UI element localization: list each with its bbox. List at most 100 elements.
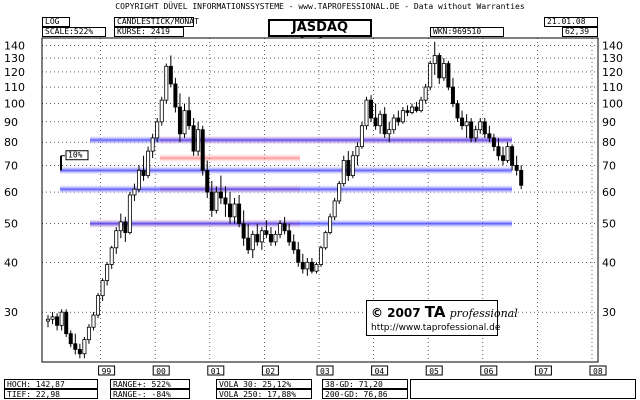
- candle-up: [182, 110, 187, 135]
- candle-down: [496, 146, 501, 157]
- y-tick-label-right: 70: [602, 159, 616, 172]
- x-tick-box: [480, 365, 498, 376]
- candle-up: [364, 99, 369, 127]
- stamp-brand-suffix: professional: [449, 307, 518, 320]
- x-tick-box: [589, 365, 607, 376]
- y-tick-label-left: 60: [4, 186, 18, 199]
- candle-down: [246, 237, 251, 251]
- support-band: [60, 165, 512, 176]
- candle-down: [264, 230, 269, 235]
- pct-marker-label: 10%: [68, 151, 83, 160]
- candle-up: [59, 311, 64, 326]
- candle-up: [505, 146, 510, 161]
- candle-down: [491, 137, 496, 148]
- y-tick-label-left: 70: [4, 159, 18, 172]
- candle-down: [282, 223, 287, 232]
- y-tick-label-right: 50: [602, 218, 616, 231]
- candle-down: [446, 63, 451, 88]
- candle-down: [77, 348, 82, 355]
- candle-up: [46, 318, 51, 322]
- candle-down: [469, 121, 474, 139]
- x-tick-box: [152, 365, 170, 376]
- candle-up: [441, 63, 446, 79]
- candle-down: [291, 241, 296, 251]
- candle-up: [146, 150, 151, 176]
- candle-down: [218, 191, 223, 199]
- y-tick-label-left: 40: [4, 256, 18, 269]
- candle-up: [250, 233, 255, 251]
- copyright-stamp: © 2007 TA professional http://www.taprof…: [366, 300, 518, 336]
- candle-down: [73, 343, 78, 350]
- candle-down: [68, 333, 73, 345]
- x-tick-label: 05: [429, 367, 439, 376]
- footer-range-plus: RANGE+: 522%: [110, 379, 190, 389]
- candle-down: [482, 121, 487, 135]
- candle-down: [64, 311, 69, 335]
- candle-up: [355, 146, 360, 157]
- x-tick-label: 03: [320, 367, 330, 376]
- candle-up: [409, 106, 414, 113]
- candle-down: [309, 261, 314, 272]
- candle-up: [259, 230, 264, 243]
- candle-up: [305, 261, 310, 270]
- footer-vola30: VOLA 30: 25,12%: [216, 379, 312, 389]
- x-tick-box: [534, 365, 552, 376]
- x-tick-label: 01: [211, 367, 221, 376]
- candle-up: [391, 117, 396, 131]
- candle-down: [237, 203, 242, 225]
- footer-hoch: HOCH: 142,87: [4, 379, 98, 389]
- y-tick-label-left: 100: [4, 98, 25, 111]
- stamp-copy: © 2007: [371, 306, 421, 320]
- y-tick-label-right: 140: [602, 39, 623, 52]
- candle-down: [405, 110, 410, 113]
- footer-vola250: VOLA 250: 17,88%: [216, 389, 312, 399]
- y-tick-label-right: 80: [602, 136, 616, 149]
- candle-up: [464, 121, 469, 127]
- footer-gd38: 38-GD: 71,20: [322, 379, 408, 389]
- resistance-band: [160, 153, 300, 164]
- candle-down: [200, 129, 205, 171]
- candle-down: [369, 99, 374, 119]
- candle-up: [114, 230, 119, 249]
- candle-up: [273, 233, 278, 243]
- y-tick-label-right: 30: [602, 306, 616, 319]
- candle-down: [123, 221, 128, 233]
- date-label: 21.01.08: [544, 17, 598, 27]
- x-tick-label: 00: [156, 367, 166, 376]
- candle-down: [487, 133, 492, 139]
- scale-label: SCALE:522%: [42, 27, 106, 37]
- footer-tief: TIEF: 22,98: [4, 389, 98, 399]
- x-tick-label: 07: [538, 367, 548, 376]
- candle-up: [350, 155, 355, 176]
- candle-down: [500, 155, 505, 161]
- candle-up: [127, 194, 132, 233]
- wkn-label: WKN:969510: [430, 27, 504, 37]
- candle-down: [205, 169, 210, 193]
- candle-up: [159, 99, 164, 123]
- candle-down: [187, 110, 192, 127]
- footer-gd200: 200-GD: 76,86: [322, 389, 408, 399]
- candle-down: [300, 261, 305, 270]
- candle-down: [455, 103, 460, 119]
- candle-up: [359, 125, 364, 148]
- x-tick-box: [316, 365, 334, 376]
- x-tick-box: [261, 365, 279, 376]
- x-tick-label: 99: [102, 367, 112, 376]
- x-tick-label: 02: [265, 367, 275, 376]
- candle-up: [50, 316, 55, 320]
- candle-up: [196, 129, 201, 152]
- y-tick-label-right: 90: [602, 116, 616, 129]
- y-tick-label-right: 100: [602, 98, 623, 111]
- y-tick-label-left: 80: [4, 136, 18, 149]
- candle-up: [91, 314, 96, 328]
- chart-kind-label: CANDLESTICK/MONAT: [114, 17, 199, 27]
- y-tick-label-right: 130: [602, 52, 623, 65]
- candle-up: [337, 183, 342, 202]
- y-tick-label-right: 40: [602, 256, 616, 269]
- candle-up: [278, 223, 283, 235]
- candle-down: [55, 316, 60, 326]
- candle-up: [82, 339, 87, 355]
- stamp-brand-ta: TA: [424, 303, 446, 321]
